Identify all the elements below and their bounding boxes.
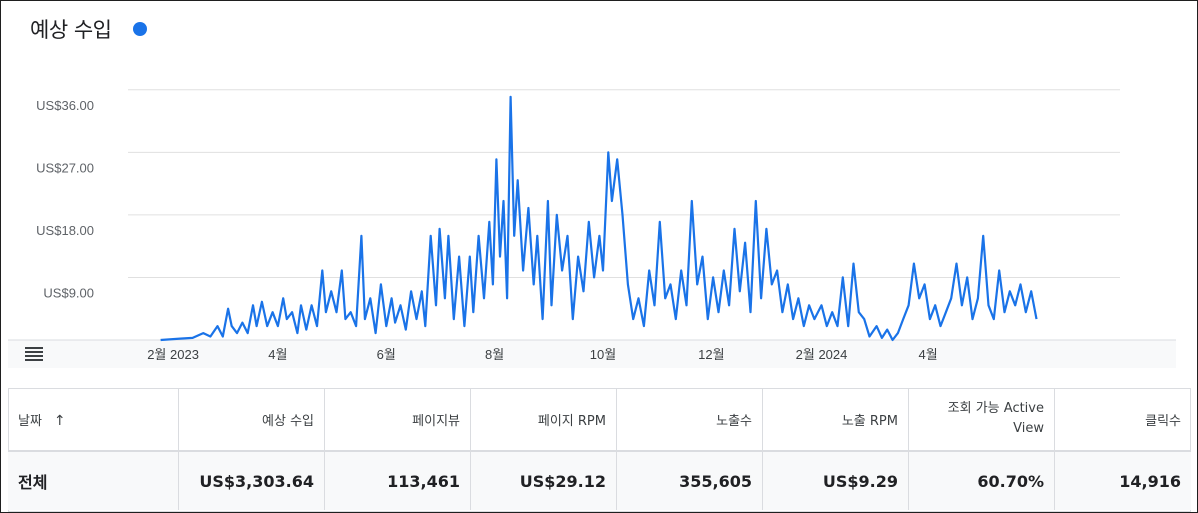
x-tick-label: 6월: [377, 347, 396, 362]
table-total-row: 전체 US$3,303.64 113,461 US$29.12 355,605 …: [8, 451, 1191, 510]
table-header-row: 날짜 ↑ 예상 수입 페이지뷰 페이지 RPM 노출수 노출 RPM 조회 가능 …: [8, 388, 1191, 452]
earnings-series-line: [160, 95, 1038, 342]
series-legend-dot[interactable]: [133, 22, 148, 36]
y-tick-label: US$18.00: [36, 223, 94, 238]
y-tick-label: US$9.00: [43, 285, 94, 300]
col-clicks-header[interactable]: 클릭수: [1054, 388, 1191, 452]
total-pageviews: 113,461: [324, 451, 471, 510]
x-tick-label: 2월 2023: [147, 347, 199, 362]
page-rpm-label: 페이지 RPM: [537, 413, 606, 429]
total-page-rpm: US$29.12: [470, 451, 617, 510]
x-tick-label: 2월 2024: [796, 347, 848, 362]
total-clicks: 14,916: [1054, 451, 1191, 510]
x-tick-label: 12월: [698, 347, 724, 362]
total-earnings: US$3,303.64: [178, 451, 325, 510]
summary-table: 날짜 ↑ 예상 수입 페이지뷰 페이지 RPM 노출수 노출 RPM 조회 가능 …: [8, 388, 1191, 510]
sort-ascending-icon[interactable]: ↑: [53, 412, 66, 429]
line-chart-svg: US$9.00 US$18.00 US$27.00 US$36.00 2월 2023 4월…: [8, 89, 1176, 368]
col-page-rpm-header[interactable]: 페이지 RPM: [470, 388, 617, 452]
y-tick-label: US$27.00: [36, 160, 94, 175]
total-impression-rpm: US$9.29: [762, 451, 909, 510]
x-tick-label: 8월: [485, 347, 504, 362]
col-pageviews-header[interactable]: 페이지뷰: [324, 388, 471, 452]
x-tick-label: 4월: [919, 347, 938, 362]
y-tick-label: US$36.00: [36, 98, 94, 113]
col-impression-rpm-header[interactable]: 노출 RPM: [762, 388, 909, 452]
total-impressions: 355,605: [616, 451, 763, 510]
chart-header: 예상 수입: [30, 14, 148, 44]
chart-title: 예상 수입: [30, 18, 112, 42]
x-tick-label: 4월: [268, 347, 287, 362]
menu-icon[interactable]: [25, 347, 43, 361]
earnings-chart: US$9.00 US$18.00 US$27.00 US$36.00 2월 2023 4월…: [8, 58, 1176, 368]
total-active-view: 60.70%: [908, 451, 1055, 510]
col-active-view-header[interactable]: 조회 가능 Active View: [908, 388, 1055, 452]
col-earnings-header[interactable]: 예상 수입: [178, 388, 325, 452]
x-axis-band: [8, 340, 1176, 368]
x-tick-label: 10월: [590, 347, 616, 362]
total-label: 전체: [8, 451, 179, 510]
col-date-header[interactable]: 날짜 ↑: [8, 388, 179, 452]
col-impressions-header[interactable]: 노출수: [616, 388, 763, 452]
